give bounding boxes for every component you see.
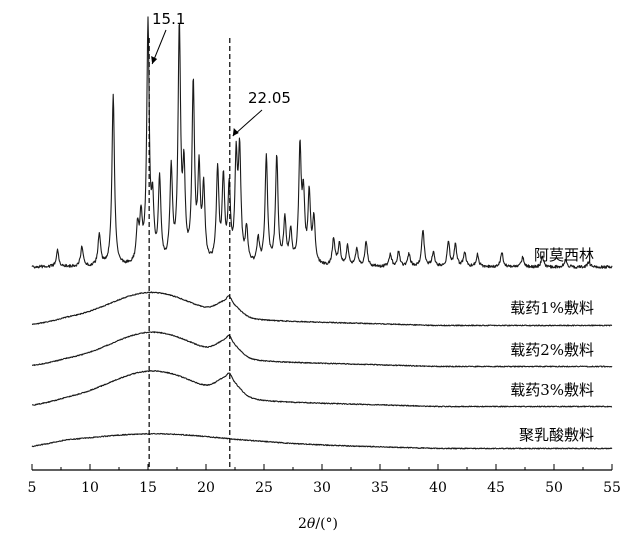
x-tick-label-50: 50 (545, 480, 563, 496)
x-tick-label-15: 15 (139, 480, 157, 496)
annotation-arrow-2 (232, 109, 263, 137)
x-axis-title-prefix: 2 (298, 516, 307, 532)
x-tick-label-5: 5 (28, 480, 37, 496)
series-trace-4 (31, 369, 613, 408)
series-trace-5 (31, 432, 613, 450)
series-trace-2 (31, 291, 613, 327)
series-label-1: 阿莫西林 (534, 246, 594, 264)
annotation-arrowhead-2 (232, 128, 239, 136)
x-axis: 5 10 15 20 25 30 35 40 45 50 55 (28, 464, 621, 496)
x-tick-label-40: 40 (429, 480, 447, 496)
annotation-arrowhead-1 (151, 56, 158, 64)
x-axis-title-theta: θ (307, 516, 316, 532)
series-trace-3 (31, 331, 613, 368)
annotation-22-05: 22.05 (248, 89, 291, 107)
reference-lines-group (148, 38, 231, 470)
x-axis-ticks: 5 10 15 20 25 30 35 40 45 50 55 (28, 464, 621, 496)
x-tick-label-20: 20 (197, 480, 215, 496)
x-tick-label-45: 45 (487, 480, 505, 496)
x-tick-label-30: 30 (313, 480, 331, 496)
series-trace-1 (31, 16, 613, 269)
x-tick-label-10: 10 (81, 480, 99, 496)
x-tick-label-55: 55 (603, 480, 621, 496)
x-axis-title-suffix: /(°) (315, 516, 338, 532)
x-tick-label-35: 35 (371, 480, 389, 496)
annotation-15-1: 15.1 (152, 10, 185, 28)
traces-group (31, 16, 613, 450)
series-label-4: 载药3%敷料 (510, 381, 594, 399)
series-label-5: 聚乳酸敷料 (519, 426, 594, 444)
series-label-3: 载药2%敷料 (510, 341, 594, 359)
annotations-group: 15.1 22.05 (151, 10, 291, 137)
x-tick-label-25: 25 (255, 480, 273, 496)
x-axis-title: 2θ/(°) (298, 516, 338, 532)
series-label-2: 载药1%敷料 (510, 299, 594, 317)
